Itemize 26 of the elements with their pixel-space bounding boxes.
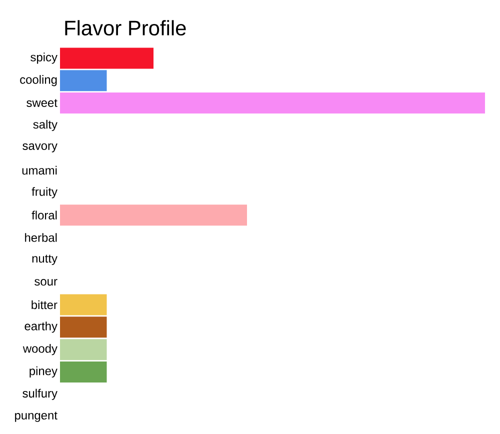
y-tick-label: sulfury xyxy=(22,388,58,400)
y-tick-label: sweet xyxy=(26,99,58,107)
bar xyxy=(60,70,107,92)
y-tick-label: woody xyxy=(22,344,58,356)
bar xyxy=(60,316,107,338)
bar xyxy=(60,361,107,382)
y-tick-label: piney xyxy=(30,366,58,378)
bar xyxy=(60,92,486,114)
chart-title: Flavor Profile xyxy=(65,20,186,36)
y-tick-label: nutty xyxy=(32,254,58,266)
y-tick-label: floral xyxy=(32,210,57,220)
y-tick-label: pungent xyxy=(15,412,58,422)
bar xyxy=(60,48,154,69)
y-tick-label: sour xyxy=(34,279,58,286)
y-tick-label: umami xyxy=(22,166,57,175)
y-tick-label: spicy xyxy=(30,52,58,64)
y-tick-label: bitter xyxy=(32,300,58,310)
y-tick-label: earthy xyxy=(24,322,58,333)
bar xyxy=(60,339,107,360)
y-tick-label: cooling xyxy=(20,75,57,86)
y-tick-label: savory xyxy=(22,143,58,152)
bar xyxy=(60,204,248,226)
bar xyxy=(60,294,107,316)
y-tick-label: salty xyxy=(33,120,58,132)
y-tick-label: fruity xyxy=(32,187,58,198)
y-tick-label: herbal xyxy=(25,233,57,242)
